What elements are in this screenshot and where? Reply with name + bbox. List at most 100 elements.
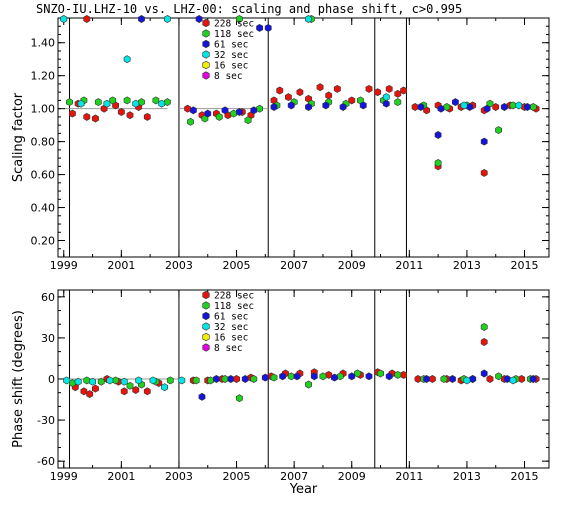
data-point xyxy=(394,89,402,98)
data-point xyxy=(241,375,249,383)
x-tick-label: 2009 xyxy=(338,259,366,272)
data-point xyxy=(443,103,451,111)
legend-label: 8 sec xyxy=(214,71,243,82)
data-point xyxy=(112,376,119,385)
data-point xyxy=(60,15,68,23)
data-point xyxy=(66,98,73,107)
data-point xyxy=(339,103,347,111)
y-tick-label: 1.40 xyxy=(31,37,56,50)
data-point xyxy=(117,108,125,116)
legend-label: 32 sec xyxy=(214,322,248,333)
x-tick-label: 2015 xyxy=(511,259,539,272)
data-point xyxy=(198,392,206,401)
data-point xyxy=(250,106,258,115)
data-point xyxy=(92,384,99,393)
data-point xyxy=(440,375,448,383)
data-point xyxy=(428,375,436,383)
data-point xyxy=(152,96,160,105)
data-point xyxy=(469,375,477,383)
data-point xyxy=(365,84,373,93)
data-point xyxy=(143,112,151,121)
data-point xyxy=(460,101,468,110)
data-point xyxy=(400,370,408,379)
y-tick-label: 30 xyxy=(41,332,55,345)
data-point xyxy=(330,373,338,382)
data-point xyxy=(178,376,186,385)
data-point xyxy=(287,372,295,381)
plot-frame xyxy=(57,17,550,258)
data-point xyxy=(500,103,508,111)
data-point xyxy=(69,109,76,118)
data-point xyxy=(166,376,174,385)
data-point xyxy=(215,112,223,121)
data-point xyxy=(233,375,240,383)
x-tick-label: 1999 xyxy=(50,259,78,272)
data-point xyxy=(189,106,197,115)
data-point xyxy=(495,372,503,381)
data-point xyxy=(227,375,235,383)
data-point xyxy=(132,99,140,108)
legend-label: 8 sec xyxy=(214,343,243,354)
data-point xyxy=(69,379,76,388)
data-point xyxy=(236,394,243,403)
data-point xyxy=(230,109,238,118)
data-point xyxy=(250,375,258,383)
data-point xyxy=(325,370,333,379)
data-point xyxy=(492,103,500,111)
legend-marker xyxy=(202,311,210,321)
data-point xyxy=(503,375,511,383)
x-tick-label: 2007 xyxy=(280,470,308,483)
y-tick-label: 0.80 xyxy=(31,136,56,149)
data-point xyxy=(529,375,537,383)
data-point xyxy=(187,117,194,126)
data-point xyxy=(149,376,157,385)
data-point xyxy=(348,372,356,381)
data-point xyxy=(213,375,220,383)
data-point xyxy=(256,104,264,113)
x-tick-label: 2003 xyxy=(165,259,193,272)
y-tick-label: 0.20 xyxy=(31,235,56,248)
y-tick-label: 0 xyxy=(48,373,55,386)
data-point xyxy=(236,15,243,23)
data-point xyxy=(437,104,445,113)
data-point xyxy=(411,103,419,111)
data-point xyxy=(523,103,531,111)
data-point xyxy=(103,99,111,108)
data-point xyxy=(92,114,99,123)
data-point xyxy=(143,387,151,396)
legend-label: 61 sec xyxy=(214,312,248,323)
legend-marker xyxy=(202,290,210,300)
legend-label: 228 sec xyxy=(214,19,254,30)
legend-marker xyxy=(202,322,210,331)
data-point xyxy=(132,386,140,394)
x-tick-label: 2009 xyxy=(338,470,366,483)
y-axis-label: Phase shift (degrees) xyxy=(11,310,26,448)
legend-marker xyxy=(202,332,210,342)
data-point xyxy=(261,373,269,382)
data-point xyxy=(449,375,456,383)
data-point xyxy=(359,101,367,110)
data-point xyxy=(480,323,488,331)
legend-label: 228 sec xyxy=(214,291,254,302)
data-point xyxy=(86,390,94,399)
x-tick-label: 2007 xyxy=(280,259,308,272)
legend-marker xyxy=(202,71,210,80)
data-point xyxy=(336,372,344,381)
data-point xyxy=(310,372,318,381)
data-point xyxy=(480,168,488,177)
legend-marker xyxy=(202,29,210,38)
data-point xyxy=(204,109,212,118)
legend-marker xyxy=(202,39,210,49)
data-point xyxy=(348,96,356,105)
data-point xyxy=(158,99,166,108)
x-tick-label: 2013 xyxy=(453,259,481,272)
data-point xyxy=(414,375,422,383)
data-point xyxy=(451,98,459,107)
data-point xyxy=(83,15,91,23)
legend-marker xyxy=(202,343,210,352)
data-point xyxy=(382,93,390,102)
data-point xyxy=(394,98,402,107)
x-tick-label: 2011 xyxy=(395,259,423,272)
x-tick-label: 2005 xyxy=(223,470,251,483)
x-tick-label: 2001 xyxy=(107,470,135,483)
